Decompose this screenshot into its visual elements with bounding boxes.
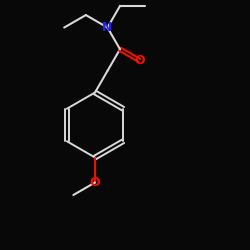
Text: O: O — [90, 176, 100, 189]
Text: N: N — [102, 21, 113, 34]
Text: O: O — [134, 54, 145, 67]
